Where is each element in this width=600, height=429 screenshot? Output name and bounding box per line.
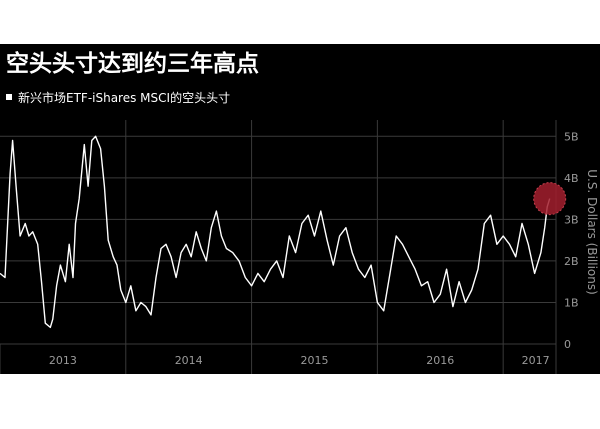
axis-layer: 0 1B 2B 3B 4B 5B 2013 2014 2015 2016 2017 U.S. Doll…: [0, 120, 599, 374]
series-line: [0, 135, 551, 329]
x-tick-label: 2013: [49, 354, 77, 367]
x-tick-label: 2017: [522, 354, 550, 367]
y-tick-label: 1B: [564, 296, 579, 309]
x-tick-label: 2015: [300, 354, 328, 367]
grid-layer: [0, 120, 556, 345]
y-tick-label: 4B: [564, 172, 579, 185]
y-axis-title: U.S. Dollars (Billions): [585, 169, 599, 295]
x-tick-label: 2014: [175, 354, 203, 367]
legend-label: 新兴市场ETF-iShares MSCI的空头头寸: [18, 91, 231, 105]
highlight-layer: [533, 182, 567, 216]
series-layer: [0, 135, 551, 329]
y-tick-label: 2B: [564, 255, 579, 268]
chart-panel: [0, 44, 600, 374]
highlight-marker: [533, 182, 567, 216]
legend-swatch: [6, 94, 12, 100]
y-tick-label: 3B: [564, 213, 579, 226]
y-tick-label: 0: [564, 338, 571, 351]
x-tick-label: 2016: [426, 354, 454, 367]
legend: 新兴市场ETF-iShares MSCI的空头头寸: [6, 90, 230, 106]
chart-title: 空头头寸达到约三年高点: [6, 51, 259, 77]
y-tick-label: 5B: [564, 130, 579, 143]
